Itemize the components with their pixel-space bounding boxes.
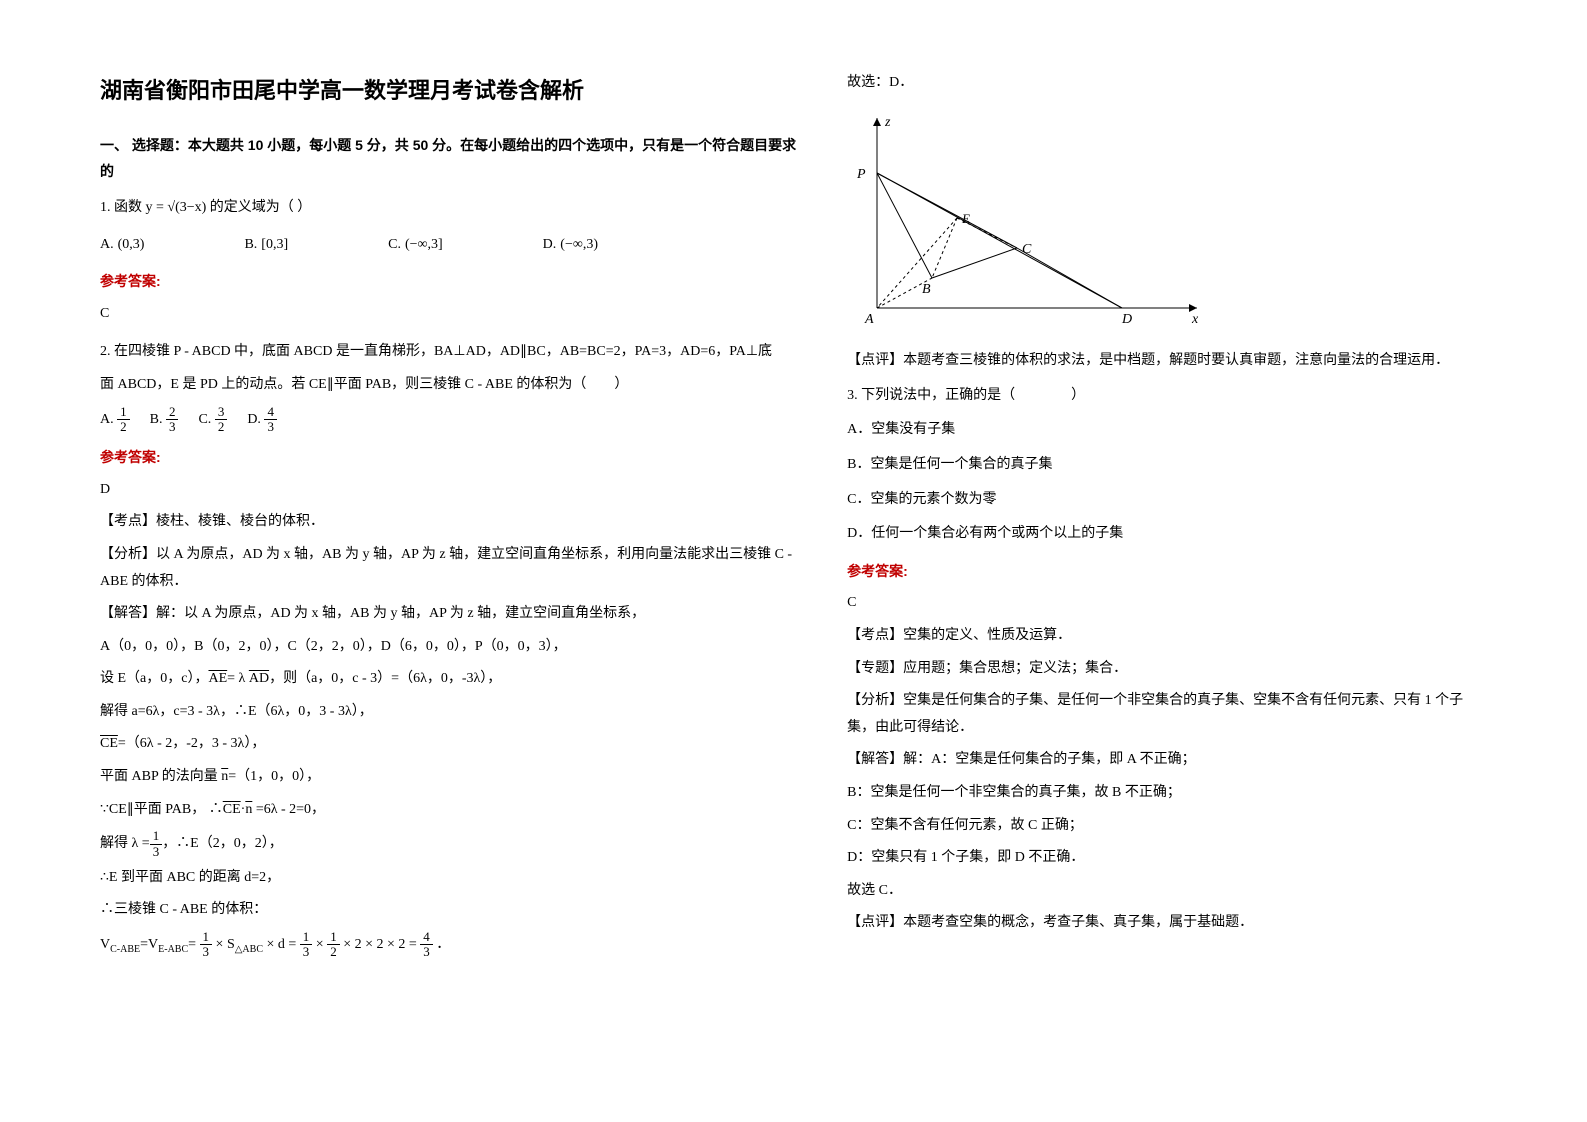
q3-e2: 【专题】应用题；集合思想；定义法；集合． bbox=[847, 656, 1487, 683]
q1-b-val: [0,3] bbox=[261, 232, 288, 259]
q3-e5: B：空集是任何一个非空集合的真子集，故 B 不正确； bbox=[847, 780, 1487, 807]
q1-a-val: (0,3) bbox=[118, 232, 145, 259]
q2-exp9: ∵CE∥平面 PAB， ∴CE·n =6λ - 2=0， bbox=[100, 797, 807, 824]
q1-stem: 1. 函数 y = √(3−x) 的定义域为（ ） bbox=[100, 195, 807, 222]
q2-answer: D bbox=[100, 477, 807, 504]
q3-answer-label: 参考答案: bbox=[847, 558, 1487, 585]
q2-exp3: 【解答】解：以 A 为原点，AD 为 x 轴，AB 为 y 轴，AP 为 z 轴… bbox=[100, 601, 807, 628]
r-comment: 【点评】本题考查三棱锥的体积的求法，是中档题，解题时要认真审题，注意向量法的合理… bbox=[847, 348, 1487, 375]
axis-x-label: x bbox=[1191, 312, 1199, 327]
exam-title: 湖南省衡阳市田尾中学高一数学理月考试卷含解析 bbox=[100, 70, 807, 112]
q3-c: C．空集的元素个数为零 bbox=[847, 487, 1487, 514]
q2-exp7: CE=（6λ - 2，-2，3 - 3λ）， bbox=[100, 731, 807, 758]
q1-c-val: (−∞,3] bbox=[405, 232, 443, 259]
q3-e7: D：空集只有 1 个子集，即 D 不正确． bbox=[847, 845, 1487, 872]
r-p0: 故选：D． bbox=[847, 70, 1487, 97]
pt-c: C bbox=[1022, 242, 1032, 257]
q2-answer-label: 参考答案: bbox=[100, 444, 807, 471]
q3-a: A．空集没有子集 bbox=[847, 417, 1487, 444]
pt-d: D bbox=[1121, 312, 1132, 327]
q2-exp5: 设 E（a，0，c），AE= λ AD，则（a，0，c - 3）=（6λ，0，-… bbox=[100, 666, 807, 693]
q1-d-val: (−∞,3) bbox=[560, 232, 598, 259]
q2-exp8: 平面 ABP 的法向量 n=（1，0，0）， bbox=[100, 764, 807, 791]
q2-line1: 2. 在四棱锥 P - ABCD 中，底面 ABCD 是一直角梯形，BA⊥AD，… bbox=[100, 339, 807, 366]
q2-exp4: A（0，0，0），B（0，2，0），C（2，2，0），D（6，0，0），P（0，… bbox=[100, 634, 807, 661]
q1-choices: A. (0,3) B. [0,3] C. (−∞,3] D. (−∞,3) bbox=[100, 232, 807, 259]
q2-line2: 面 ABCD，E 是 PD 上的动点。若 CE∥平面 PAB，则三棱锥 C - … bbox=[100, 372, 807, 399]
q2-exp6: 解得 a=6λ，c=3 - 3λ，∴E（6λ，0，3 - 3λ）， bbox=[100, 699, 807, 726]
q3-d: D．任何一个集合必有两个或两个以上的子集 bbox=[847, 521, 1487, 548]
q2-exp10: 解得 λ =13，∴E（2，0，2）， bbox=[100, 829, 807, 859]
q2-exp12: ∴三棱锥 C - ABE 的体积： bbox=[100, 897, 807, 924]
q2-choice-c: C. 32 bbox=[198, 405, 227, 435]
vector-ae: AE bbox=[208, 671, 227, 686]
q3-answer: C bbox=[847, 590, 1487, 617]
q3-e6: C：空集不含有任何元素，故 C 正确； bbox=[847, 813, 1487, 840]
pt-b: B bbox=[922, 282, 931, 297]
pt-a: A bbox=[864, 312, 874, 327]
q3-e1: 【考点】空集的定义、性质及运算． bbox=[847, 623, 1487, 650]
q2-exp1: 【考点】棱柱、棱锥、棱台的体积． bbox=[100, 509, 807, 536]
q2-exp11: ∴E 到平面 ABC 的距离 d=2， bbox=[100, 865, 807, 892]
q1-choice-d: D. (−∞,3) bbox=[543, 232, 598, 259]
pt-p: P bbox=[856, 167, 866, 182]
q1-answer: C bbox=[100, 301, 807, 328]
q1-choice-c: C. (−∞,3] bbox=[388, 232, 443, 259]
q3-e3: 【分析】空集是任何集合的子集、是任何一个非空集合的真子集、空集不含有任何元素、只… bbox=[847, 688, 1487, 741]
section-1-header: 一、 选择题：本大题共 10 小题，每小题 5 分，共 50 分。在每小题给出的… bbox=[100, 132, 807, 185]
q2-exp2: 【分析】以 A 为原点，AD 为 x 轴，AB 为 y 轴，AP 为 z 轴，建… bbox=[100, 542, 807, 595]
q3-e8: 故选 C． bbox=[847, 878, 1487, 905]
q3-e4: 【解答】解：A：空集是任何集合的子集，即 A 不正确； bbox=[847, 747, 1487, 774]
q1-choice-b: B. [0,3] bbox=[244, 232, 288, 259]
left-column: 湖南省衡阳市田尾中学高一数学理月考试卷含解析 一、 选择题：本大题共 10 小题… bbox=[100, 70, 807, 1052]
q1-choice-a: A. (0,3) bbox=[100, 232, 144, 259]
q3-b: B．空集是任何一个集合的真子集 bbox=[847, 452, 1487, 479]
q2-choice-b: B. 23 bbox=[150, 405, 179, 435]
q2-choice-a: A. 12 bbox=[100, 405, 130, 435]
pyramid-diagram: z x A D P B C E bbox=[847, 108, 1207, 328]
vector-ad: AD bbox=[249, 671, 269, 686]
q2-choices: A. 12 B. 23 C. 32 D. 43 bbox=[100, 405, 807, 435]
q2-choice-d: D. 43 bbox=[247, 405, 277, 435]
q1-answer-label: 参考答案: bbox=[100, 268, 807, 295]
q3-stem: 3. 下列说法中，正确的是（ ） bbox=[847, 383, 1487, 410]
q3-e9: 【点评】本题考查空集的概念，考查子集、真子集，属于基础题． bbox=[847, 910, 1487, 937]
q2-exp13: VC-ABE=VE-ABC= 13 × S△ABC × d = 13 × 12 … bbox=[100, 930, 807, 960]
axis-z-label: z bbox=[884, 115, 891, 130]
vector-ce: CE bbox=[100, 736, 118, 751]
right-column: 故选：D． z x A D P B C E 【点评】本题考查三棱锥的体积的求法，… bbox=[847, 70, 1487, 1052]
